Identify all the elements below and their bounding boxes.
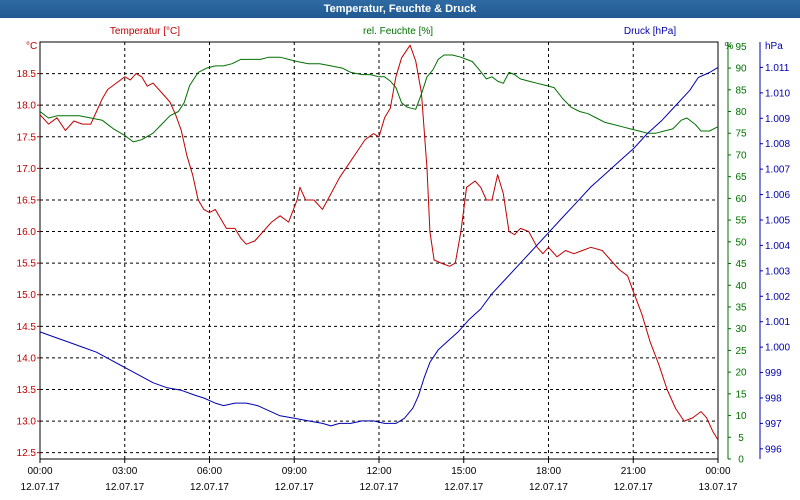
press-tick-label: 1.009 (765, 114, 790, 125)
x-tick-time: 18:00 (536, 466, 561, 477)
hum-unit-label: % (725, 41, 734, 52)
hum-tick-label: 45 (735, 259, 747, 270)
x-tick-time: 15:00 (451, 466, 476, 477)
hum-tick-label: 90 (735, 64, 747, 75)
x-tick-time: 21:00 (621, 466, 646, 477)
x-tick-date: 13.07.17 (699, 482, 738, 493)
temp-tick-label: 15.0 (17, 290, 37, 301)
hum-tick-label: 95 (735, 42, 747, 53)
press-tick-label: 996 (765, 444, 782, 455)
x-tick-date: 12.07.17 (21, 482, 60, 493)
press-series-line (39, 66, 719, 427)
x-tick-date: 12.07.17 (444, 482, 483, 493)
x-tick-date: 12.07.17 (614, 482, 653, 493)
temp-tick-label: 17.0 (17, 164, 37, 175)
hum-tick-label: 65 (735, 172, 747, 183)
temp-tick-label: 14.5 (17, 322, 37, 333)
press-tick-label: 1.000 (765, 343, 790, 354)
temp-tick-label: 16.0 (17, 227, 37, 238)
press-tick-label: 1.006 (765, 190, 790, 201)
hum-tick-label: 40 (735, 281, 747, 292)
x-tick-date: 12.07.17 (529, 482, 568, 493)
x-tick-date: 12.07.17 (275, 482, 314, 493)
temp-tick-label: 18.5 (17, 69, 37, 80)
x-tick-time: 03:00 (112, 466, 137, 477)
x-tick-date: 12.07.17 (360, 482, 399, 493)
hum-series-line (39, 54, 719, 143)
x-tick-time: 00:00 (705, 466, 730, 477)
hum-tick-label: 85 (735, 85, 747, 96)
axis-labels: Temperatur [°C] °C rel. Feuchte [%] % Dr… (26, 26, 783, 52)
hum-axis-label: rel. Feuchte [%] (363, 26, 433, 37)
press-tick-label: 998 (765, 393, 782, 404)
hum-tick-label: 15 (735, 389, 747, 400)
temp-tick-label: 12.5 (17, 448, 37, 459)
press-tick-label: 1.010 (765, 88, 790, 99)
hum-tick-label: 30 (735, 324, 747, 335)
hum-tick-label: 70 (735, 150, 747, 161)
series-lines (39, 44, 719, 441)
x-tick-date: 12.07.17 (190, 482, 229, 493)
temp-unit-label: °C (26, 41, 37, 52)
temp-tick-label: 17.5 (17, 132, 37, 143)
press-tick-label: 1.002 (765, 292, 790, 303)
hum-tick-label: 60 (735, 194, 747, 205)
hum-tick-label: 35 (735, 302, 747, 313)
hum-tick-label: 5 (738, 433, 744, 444)
x-tick-time: 12:00 (366, 466, 391, 477)
press-tick-label: 1.011 (765, 63, 790, 74)
temp-series-line (39, 44, 719, 441)
hum-tick-label: 25 (735, 346, 747, 357)
temp-tick-label: 13.5 (17, 385, 37, 396)
hum-tick-label: 50 (735, 237, 747, 248)
press-tick-label: 999 (765, 368, 782, 379)
hum-tick-label: 10 (735, 411, 747, 422)
grid (40, 42, 718, 459)
hum-tick-label: 20 (735, 368, 747, 379)
press-axis-label: Druck [hPa] (624, 26, 676, 37)
hum-tick-label: 0 (738, 455, 744, 466)
hum-tick-label: 55 (735, 216, 747, 227)
temp-tick-label: 18.0 (17, 101, 37, 112)
chart-canvas: Temperatur [°C] °C rel. Feuchte [%] % Dr… (17, 26, 791, 493)
x-tick-date: 12.07.17 (105, 482, 144, 493)
press-unit-label: hPa (765, 41, 783, 52)
temp-tick-label: 15.5 (17, 259, 37, 270)
tick-labels: 12.5 13.0 13.5 14.0 14.5 15.0 15.5 16.0 16.5 17.0… (17, 42, 791, 493)
press-tick-label: 1.001 (765, 317, 790, 328)
press-tick-label: 1.004 (765, 241, 790, 252)
hum-tick-label: 80 (735, 107, 747, 118)
temp-axis-label: Temperatur [°C] (110, 26, 180, 37)
press-tick-label: 997 (765, 419, 782, 430)
press-tick-label: 1.007 (765, 165, 790, 176)
x-tick-time: 00:00 (27, 466, 52, 477)
hum-tick-label: 75 (735, 129, 747, 140)
temp-tick-label: 14.0 (17, 353, 37, 364)
chart-title: Temperatur, Feuchte & Druck (0, 0, 800, 18)
temp-tick-label: 13.0 (17, 417, 37, 428)
x-tick-time: 09:00 (282, 466, 307, 477)
press-tick-label: 1.003 (765, 266, 790, 277)
press-tick-label: 1.005 (765, 215, 790, 226)
temp-tick-label: 16.5 (17, 195, 37, 206)
axes (37, 41, 763, 463)
x-tick-time: 06:00 (197, 466, 222, 477)
press-tick-label: 1.008 (765, 139, 790, 150)
